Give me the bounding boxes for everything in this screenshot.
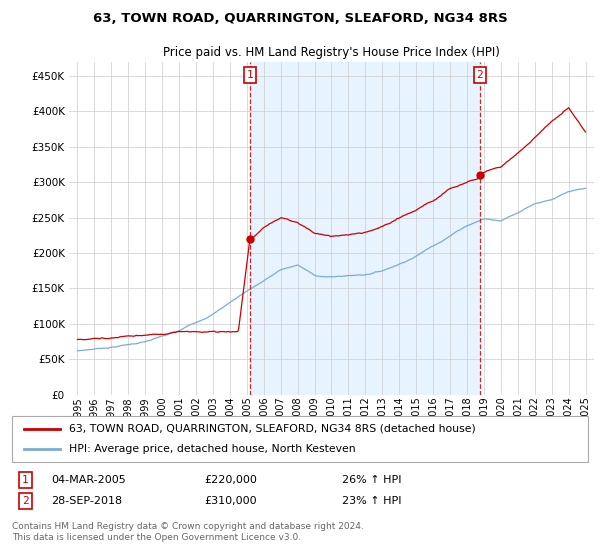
Text: 28-SEP-2018: 28-SEP-2018 [51,496,122,506]
Bar [250,62,479,395]
Text: 63, TOWN ROAD, QUARRINGTON, SLEAFORD, NG34 8RS: 63, TOWN ROAD, QUARRINGTON, SLEAFORD, NG… [92,12,508,25]
Text: 26% ↑ HPI: 26% ↑ HPI [342,475,401,485]
Text: 1: 1 [22,475,29,485]
Text: 2: 2 [476,70,483,80]
Text: 04-MAR-2005: 04-MAR-2005 [51,475,126,485]
Text: £310,000: £310,000 [204,496,257,506]
Title: Price paid vs. HM Land Registry's House Price Index (HPI): Price paid vs. HM Land Registry's House … [163,46,500,59]
Text: Contains HM Land Registry data © Crown copyright and database right 2024.
This d: Contains HM Land Registry data © Crown c… [12,522,364,542]
Text: 63, TOWN ROAD, QUARRINGTON, SLEAFORD, NG34 8RS (detached house): 63, TOWN ROAD, QUARRINGTON, SLEAFORD, NG… [69,424,476,434]
Text: 2: 2 [22,496,29,506]
Text: HPI: Average price, detached house, North Kesteven: HPI: Average price, detached house, Nort… [69,444,356,454]
Text: 23% ↑ HPI: 23% ↑ HPI [342,496,401,506]
Text: 1: 1 [247,70,253,80]
Text: £220,000: £220,000 [204,475,257,485]
